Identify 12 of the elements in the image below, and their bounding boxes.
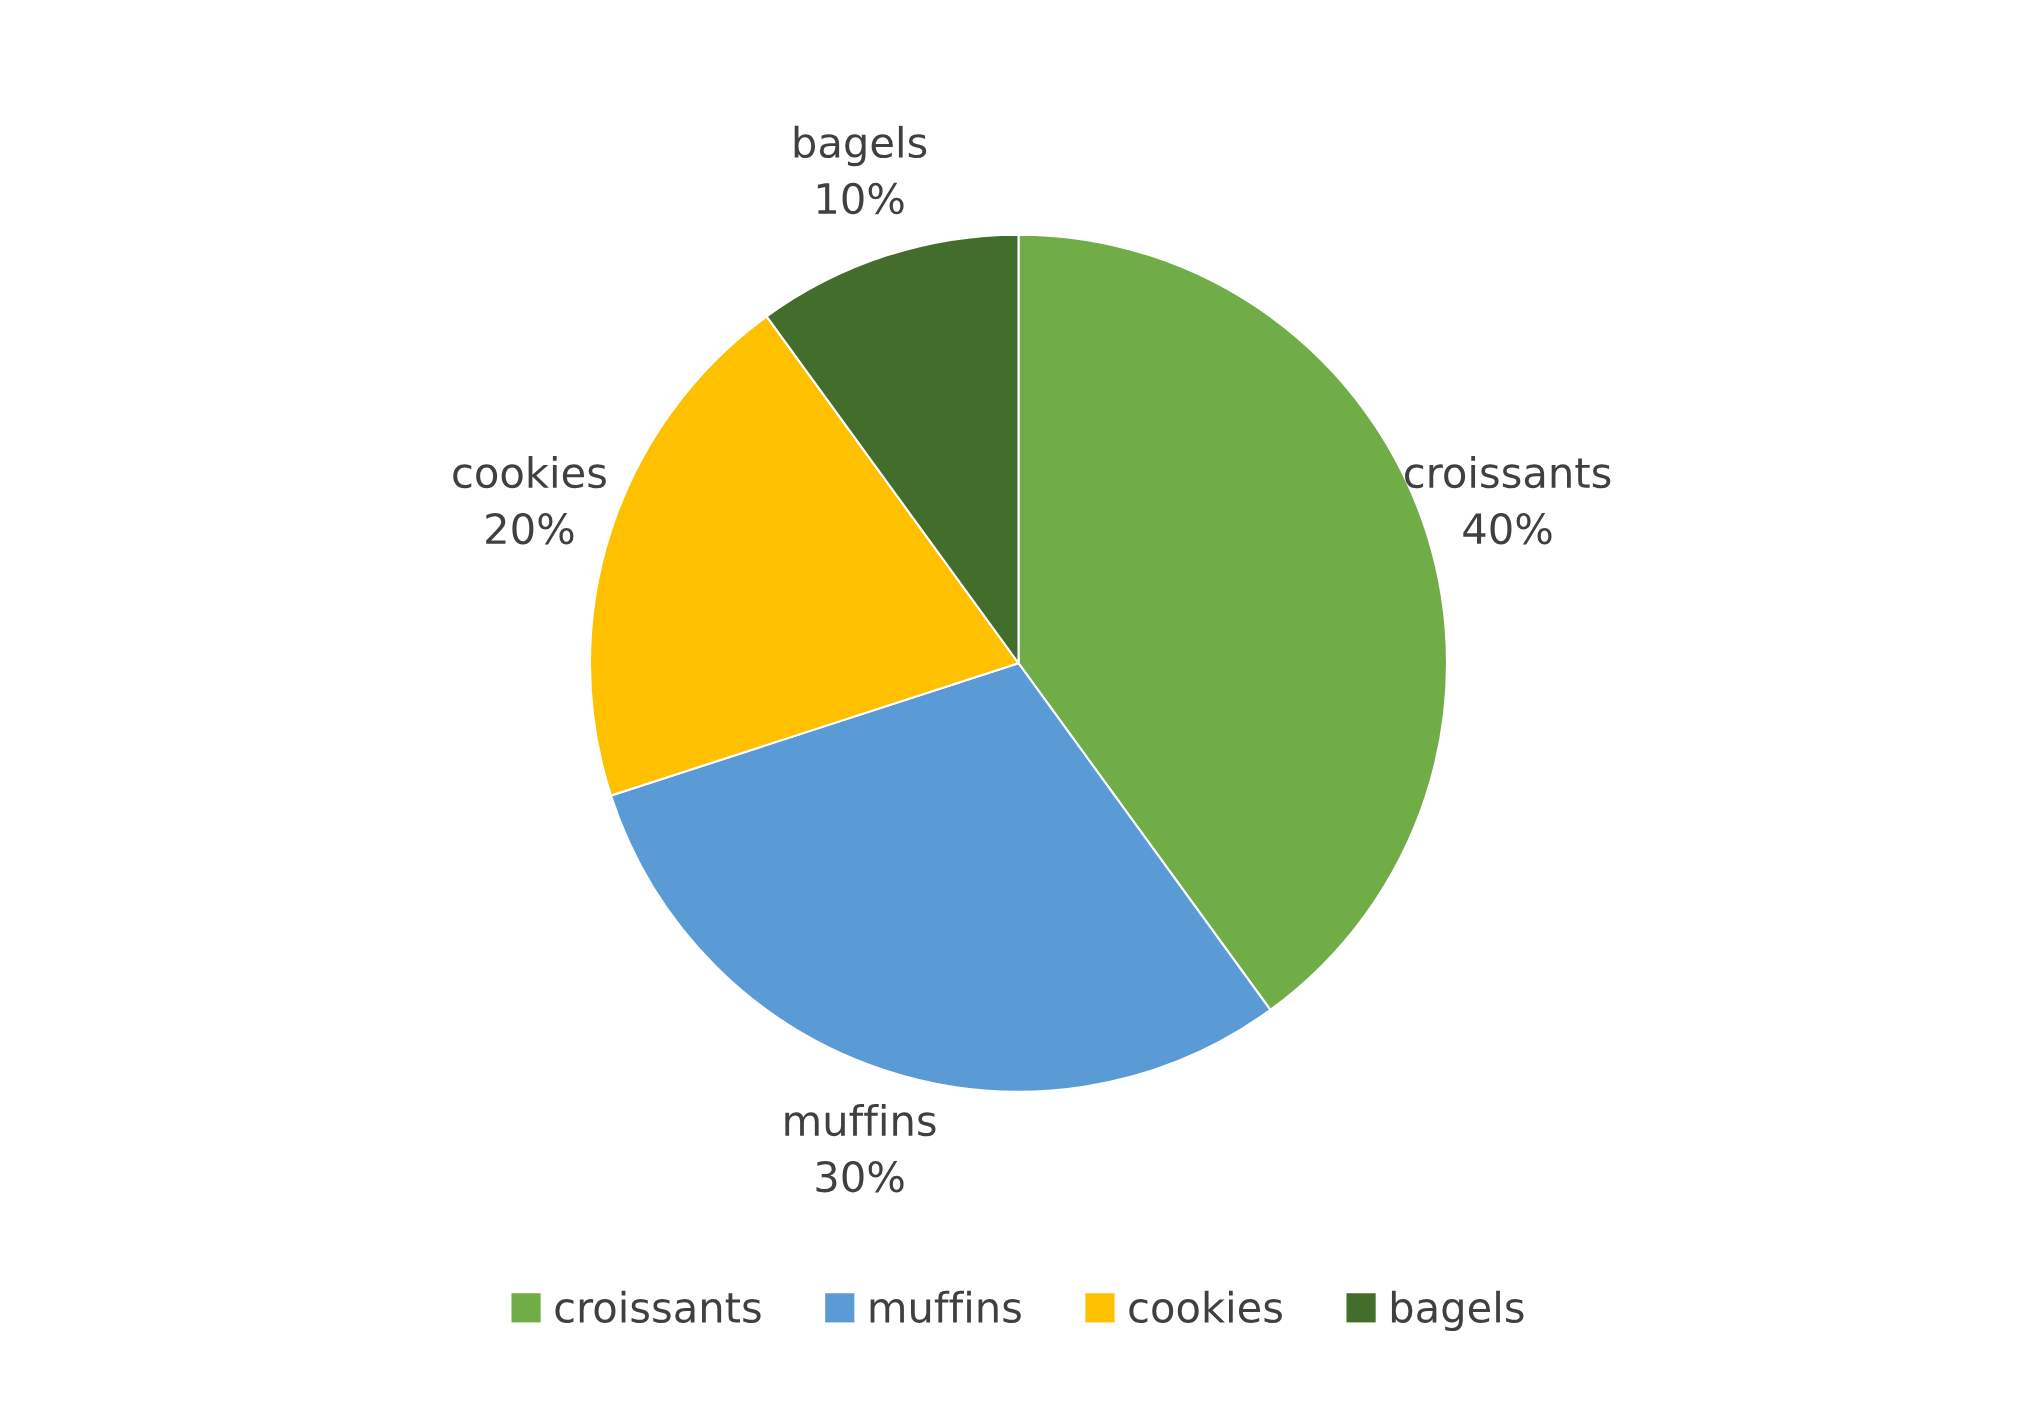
slice-label: cookies bbox=[453, 456, 606, 489]
slice-label: muffins bbox=[785, 1103, 936, 1137]
data-label: 30% bbox=[816, 1160, 904, 1193]
slice-label: bagels bbox=[794, 125, 927, 167]
legend-label: muffins bbox=[870, 1290, 1021, 1323]
data-label: 40% bbox=[1463, 512, 1552, 545]
legend-label: cookies bbox=[1129, 1290, 1282, 1323]
slice-label: croissants bbox=[1405, 456, 1611, 489]
legend-label: croissants bbox=[555, 1290, 761, 1323]
legend-label: bagels bbox=[1391, 1290, 1524, 1332]
data-label: 20% bbox=[486, 512, 574, 545]
data-label: 10% bbox=[817, 182, 904, 215]
